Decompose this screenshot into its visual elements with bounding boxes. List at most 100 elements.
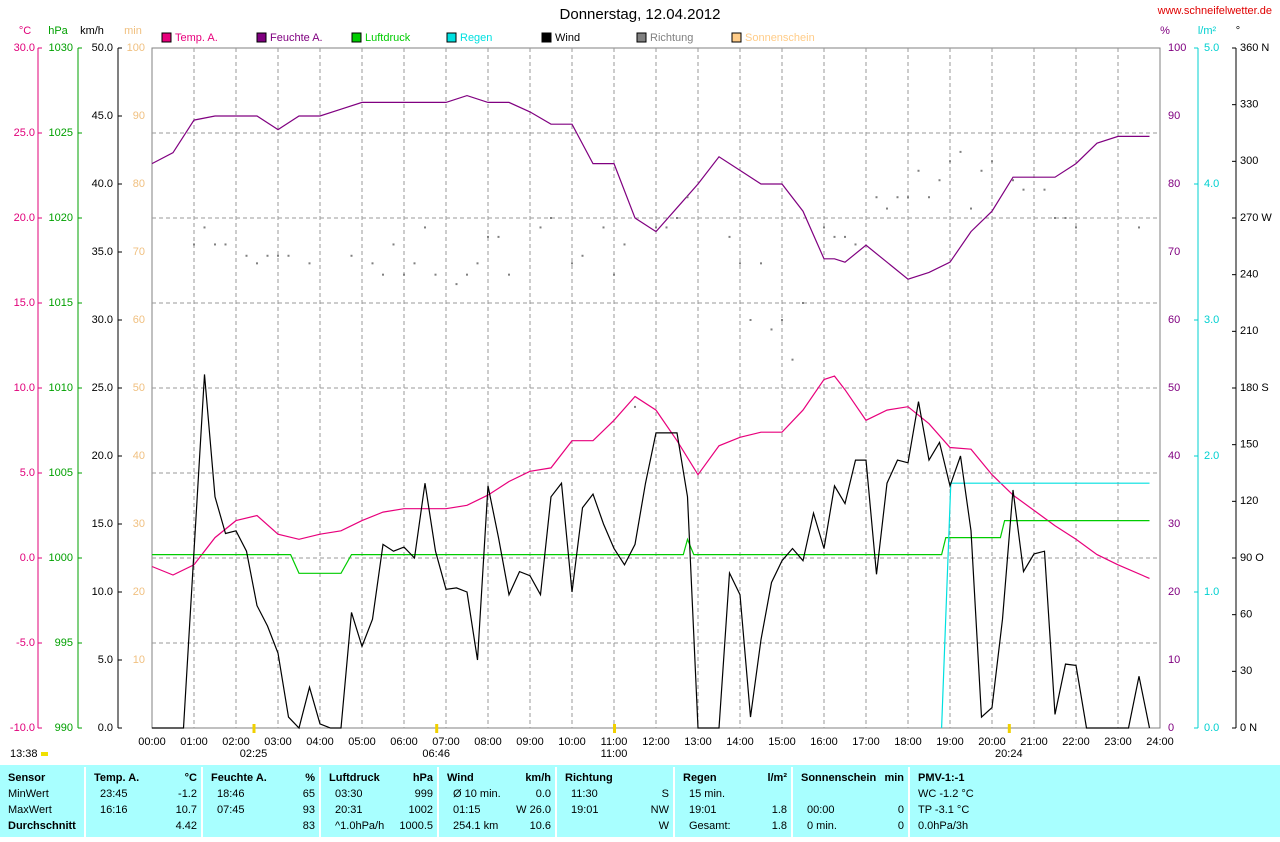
y-tick-label: 4.0	[1204, 178, 1219, 190]
y-tick-label: 80	[1168, 178, 1180, 190]
legend-label: Sonnenschein	[745, 32, 815, 44]
x-tick-label: 10:00	[558, 736, 586, 748]
table-cell: NW	[651, 804, 670, 816]
data-point	[392, 243, 395, 246]
y-tick-label: 5.0	[1204, 42, 1219, 54]
legend-swatch	[541, 32, 552, 43]
y-tick-label: 100	[1168, 42, 1186, 54]
y-tick-label: 5.0	[20, 467, 35, 479]
y-tick-label: 5.0	[98, 654, 113, 666]
y-tick-label: 10.0	[92, 586, 113, 598]
data-point	[886, 207, 888, 210]
x-tick-label: 14:00	[726, 736, 754, 748]
table-cell: W 26.0	[516, 804, 551, 816]
table-cell: 03:30	[335, 788, 363, 800]
table-cell: -1.2	[178, 788, 197, 800]
y-tick-label: 995	[55, 637, 73, 649]
column-header: Temp. A.	[94, 772, 139, 784]
table-cell: 0.0	[536, 788, 551, 800]
data-point	[896, 196, 899, 199]
y-tick-label: 1.0	[1204, 586, 1219, 598]
series-line	[151, 375, 1150, 579]
table-cell: 16:16	[100, 804, 128, 816]
event-label: 20:24	[995, 748, 1023, 760]
axis-unit: °C	[19, 25, 31, 37]
column-unit: hPa	[413, 772, 434, 784]
data-point	[424, 226, 426, 229]
x-tick-label: 21:00	[1020, 736, 1048, 748]
y-tick-label: 50	[133, 382, 145, 394]
table-cell: 19:01	[571, 804, 599, 816]
event-label: 11:00	[601, 748, 628, 760]
y-tick-label: 90 O	[1240, 552, 1264, 564]
y-tick-label: 330	[1240, 99, 1258, 111]
column-header: PMV-1:-1	[918, 772, 964, 784]
x-tick-label: 11:00	[601, 736, 628, 748]
y-tick-label: 1020	[49, 212, 73, 224]
data-point	[266, 254, 269, 257]
table-cell: 1002	[409, 804, 433, 816]
y-tick-label: 270 W	[1240, 212, 1272, 224]
x-tick-label: 03:00	[264, 736, 292, 748]
y-tick-label: 300	[1240, 155, 1258, 167]
data-point	[287, 254, 290, 257]
table-cell: 65	[303, 788, 315, 800]
data-point	[760, 262, 762, 265]
y-tick-label: 70	[133, 246, 145, 258]
stats-panel	[0, 765, 1280, 837]
data-point	[487, 235, 489, 238]
data-point	[455, 283, 458, 286]
sun-icon	[41, 752, 48, 756]
y-tick-label: 0.0	[20, 552, 35, 564]
y-tick-label: 210	[1240, 325, 1258, 337]
x-tick-label: 17:00	[852, 736, 880, 748]
y-tick-label: 180 S	[1240, 382, 1269, 394]
data-point	[655, 226, 657, 229]
data-point	[203, 226, 206, 229]
data-point	[665, 226, 668, 229]
table-cell: 19:01	[689, 804, 717, 816]
y-tick-label: 45.0	[92, 110, 113, 122]
data-point	[550, 217, 552, 219]
data-point	[1075, 226, 1077, 229]
column-header: Luftdruck	[329, 772, 381, 784]
y-tick-label: 90	[1168, 110, 1180, 122]
table-cell: 23:45	[100, 788, 128, 800]
x-tick-label: 09:00	[516, 736, 544, 748]
legend-label: Feuchte A.	[270, 32, 323, 44]
x-tick-label: 08:00	[474, 736, 502, 748]
data-point	[949, 160, 951, 163]
y-tick-label: 150	[1240, 439, 1258, 451]
data-point	[823, 226, 825, 229]
column-unit: l/m²	[767, 772, 787, 784]
y-tick-label: 0	[1168, 722, 1174, 734]
axis-unit: °	[1236, 25, 1240, 37]
x-tick-label: 02:00	[222, 736, 250, 748]
x-tick-label: 16:00	[810, 736, 838, 748]
data-point	[907, 196, 909, 199]
y-tick-label: 15.0	[14, 297, 35, 309]
legend-swatch	[636, 32, 647, 43]
y-tick-label: 20.0	[92, 450, 113, 462]
x-tick-label: 00:00	[138, 736, 166, 748]
table-cell: 11:30	[571, 788, 598, 800]
data-point	[833, 235, 836, 238]
data-point	[602, 226, 605, 229]
data-point	[476, 262, 479, 265]
y-tick-label: 2.0	[1204, 450, 1219, 462]
series-line	[152, 520, 1150, 574]
y-tick-label: 90	[133, 110, 145, 122]
y-tick-label: 20	[133, 586, 145, 598]
y-tick-label: 30.0	[92, 314, 113, 326]
y-tick-label: 1025	[49, 127, 73, 139]
table-cell: 1.8	[772, 820, 787, 832]
y-tick-label: 35.0	[92, 246, 113, 258]
x-tick-label: 22:00	[1062, 736, 1090, 748]
data-point	[403, 273, 405, 276]
y-tick-label: 30	[133, 518, 145, 530]
table-cell: ^1.0hPa/h	[335, 820, 384, 832]
table-cell: 1000.5	[399, 820, 433, 832]
x-tick-label: 20:00	[978, 736, 1006, 748]
table-cell: 07:45	[217, 804, 245, 816]
